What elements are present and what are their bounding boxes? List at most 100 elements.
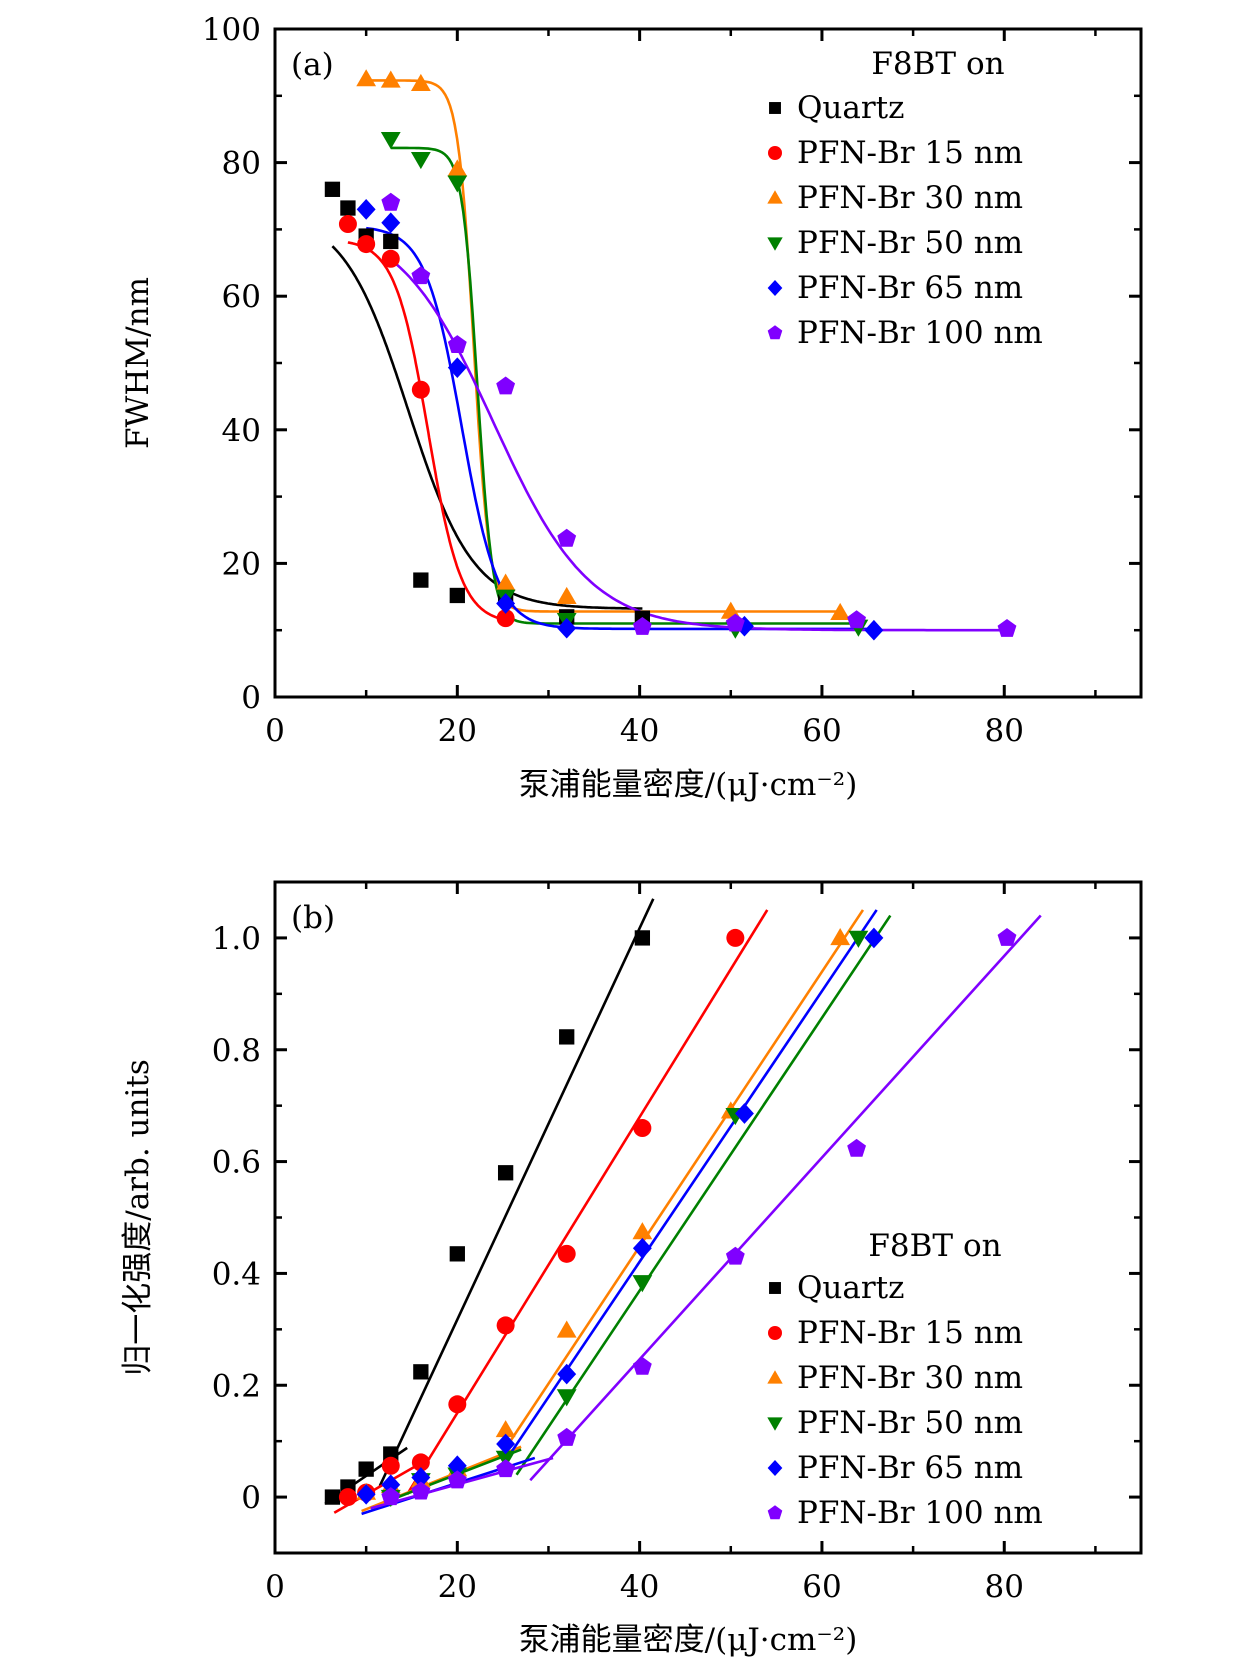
data-point — [324, 181, 341, 197]
axis-ticks-b: 0 20 40 60 80 0 0.2 0.4 0.6 0.8 1.0 — [212, 882, 1141, 1605]
data-point — [997, 618, 1017, 637]
data-point — [383, 233, 399, 250]
data-point — [448, 1395, 467, 1414]
data-point — [380, 132, 401, 150]
data-point — [411, 1453, 430, 1472]
data-point — [340, 200, 356, 216]
data-point — [447, 175, 468, 193]
legend-marker — [767, 190, 783, 204]
legend-title-a: F8BT on — [871, 46, 1004, 82]
data-point — [864, 927, 884, 949]
y-tick-label: 0.2 — [212, 1368, 261, 1404]
data-point — [830, 928, 851, 946]
legend-marker — [767, 1459, 783, 1477]
legend-label: PFN-Br 15 nm — [797, 1315, 1023, 1351]
data-point — [338, 1488, 357, 1507]
panel-b: 0 20 40 60 80 0 0.2 0.4 0.6 0.8 1.0 (b) F8BT on Qu… — [120, 880, 1143, 1658]
fit-line — [378, 898, 655, 1487]
data-point — [557, 1363, 577, 1385]
data-point — [632, 616, 652, 635]
panel-label-a: (a) — [291, 47, 334, 83]
x-tick-label: 0 — [265, 713, 285, 749]
y-tick-label: 0 — [241, 680, 261, 716]
legend-item: PFN-Br 65 nm — [767, 1450, 1023, 1486]
y-tick-label: 80 — [222, 146, 261, 182]
y-tick-label: 0.8 — [212, 1033, 261, 1069]
data-point — [556, 586, 577, 604]
fit-line — [406, 909, 769, 1495]
fit-curve — [347, 241, 506, 622]
data-point — [357, 235, 376, 254]
legend-marker — [767, 1417, 783, 1431]
data-point — [556, 1389, 577, 1407]
y-tick-label: 40 — [222, 413, 261, 449]
data-point — [559, 1029, 575, 1045]
data-point — [725, 613, 745, 632]
data-point — [633, 1119, 652, 1138]
data-point — [830, 602, 851, 621]
data-point — [556, 1320, 577, 1338]
y-tick-label: 20 — [222, 546, 261, 582]
legend-item: PFN-Br 15 nm — [768, 1315, 1023, 1351]
data-point — [413, 1364, 429, 1380]
data-markers-a — [324, 69, 1017, 641]
x-tick-label: 20 — [438, 713, 477, 749]
legend-label: PFN-Br 15 nm — [797, 135, 1023, 171]
data-point — [410, 73, 431, 91]
data-point — [735, 1103, 754, 1124]
y-axis-title-b: 归一化强度/arb. units — [120, 1059, 156, 1376]
data-point — [356, 199, 376, 220]
data-point — [632, 1275, 653, 1293]
data-point — [447, 1455, 467, 1477]
data-point — [632, 1222, 653, 1240]
data-point — [496, 609, 515, 628]
legend-item: PFN-Br 30 nm — [767, 1360, 1023, 1396]
data-point — [411, 380, 430, 399]
data-point — [848, 930, 869, 948]
fit-curve — [331, 245, 643, 610]
data-point — [557, 1427, 577, 1446]
x-tick-label: 80 — [985, 713, 1024, 749]
data-point — [725, 1246, 745, 1265]
legend-label: PFN-Br 100 nm — [797, 315, 1043, 351]
legend-label: Quartz — [797, 1270, 904, 1306]
legend-label: PFN-Br 65 nm — [797, 270, 1023, 306]
data-point — [381, 249, 400, 268]
legend-item: PFN-Br 15 nm — [768, 135, 1023, 171]
data-point — [356, 69, 377, 87]
legend-marker — [768, 146, 782, 160]
data-point — [864, 619, 884, 641]
data-point — [447, 1470, 467, 1489]
x-tick-label: 0 — [265, 1569, 285, 1605]
fit-line — [501, 909, 865, 1454]
legend-label: PFN-Br 50 nm — [797, 225, 1023, 261]
fit-line — [529, 914, 1042, 1482]
x-axis-title-b: 泵浦能量密度/(μJ·cm⁻²) — [519, 1622, 858, 1658]
data-point — [324, 1489, 341, 1505]
panel-a: 0 20 40 60 80 0 20 40 60 80 100 (a) F8BT on Quartz… — [120, 12, 1143, 803]
data-markers-b — [324, 927, 1017, 1507]
data-point — [449, 1246, 465, 1262]
legend-item: PFN-Br 50 nm — [767, 1405, 1023, 1441]
legend-label: PFN-Br 30 nm — [797, 1360, 1023, 1396]
y-tick-label: 60 — [222, 279, 261, 315]
legend-label: PFN-Br 100 nm — [797, 1495, 1043, 1531]
data-point — [410, 152, 431, 170]
data-point — [447, 335, 467, 353]
plot-frame-a — [273, 27, 1143, 699]
y-axis-title-a: FWHM/nm — [120, 277, 156, 449]
x-tick-label: 80 — [985, 1569, 1024, 1605]
x-tick-label: 40 — [620, 1569, 659, 1605]
data-point — [338, 215, 357, 234]
legend-label: PFN-Br 65 nm — [797, 1450, 1023, 1486]
data-point — [381, 212, 401, 234]
legend-item: PFN-Br 50 nm — [767, 225, 1023, 261]
legend-item: PFN-Br 100 nm — [767, 1495, 1043, 1531]
fit-curve — [389, 258, 1007, 632]
data-point — [632, 1237, 652, 1259]
data-point — [381, 192, 401, 211]
legend-label: PFN-Br 50 nm — [797, 1405, 1023, 1441]
legend-title-b: F8BT on — [868, 1228, 1001, 1264]
legend-marker — [769, 1282, 781, 1294]
legend-marker — [768, 1326, 782, 1340]
